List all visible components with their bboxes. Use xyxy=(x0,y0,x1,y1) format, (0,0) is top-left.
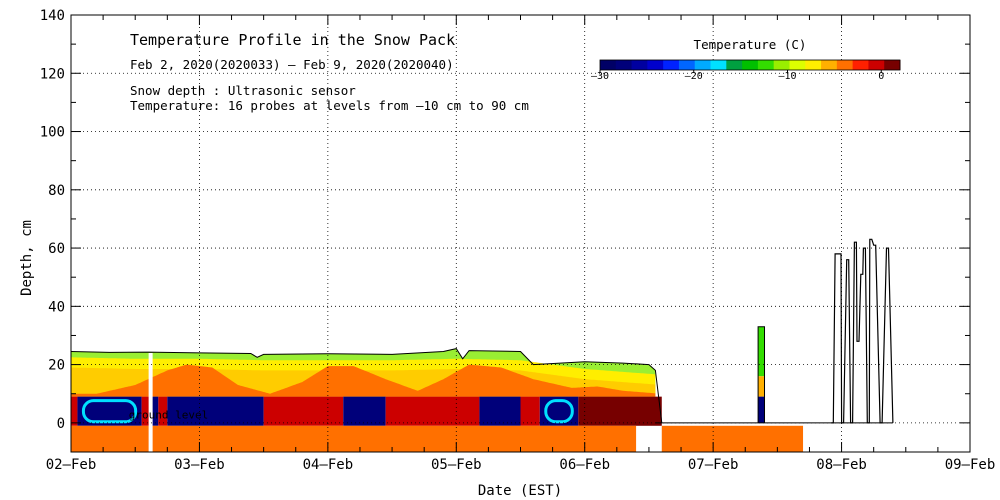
x-tick-label: 05–Feb xyxy=(431,457,482,473)
probe-segment xyxy=(520,396,540,426)
x-axis-label: Date (EST) xyxy=(478,483,562,499)
colorbar-swatch xyxy=(757,60,775,70)
x-tick-label: 03–Feb xyxy=(174,457,225,473)
y-tick-label: 80 xyxy=(48,183,65,199)
snow-warm-layer xyxy=(71,364,656,397)
chart-subtitle: Feb 2, 2020(2020033) – Feb 9, 2020(20200… xyxy=(130,57,454,72)
probe-segment xyxy=(479,396,521,426)
storm-spike-base xyxy=(758,396,765,423)
probe-segment xyxy=(578,396,662,426)
colorbar-swatch xyxy=(678,60,696,70)
note-temperature: Temperature: 16 probes at levels from –1… xyxy=(130,98,529,113)
storm-spike-mid xyxy=(758,376,765,397)
x-tick-label: 02–Feb xyxy=(46,457,97,473)
x-tick-label: 06–Feb xyxy=(559,457,610,473)
x-tick-label: 09–Feb xyxy=(945,457,996,473)
probe-segment xyxy=(158,396,168,426)
colorbar-swatch xyxy=(884,60,901,70)
y-tick-label: 140 xyxy=(40,8,65,24)
colorbar-swatch xyxy=(852,60,869,70)
colorbar-swatch xyxy=(789,60,806,70)
colorbar-swatch xyxy=(663,60,680,70)
probe-segment xyxy=(141,396,151,426)
data-layer: ground level xyxy=(70,238,894,452)
y-tick-label: 0 xyxy=(57,416,65,432)
grid-layer xyxy=(71,15,970,452)
soil-segment xyxy=(661,425,804,452)
probe-segment xyxy=(71,396,78,426)
colorbar-swatch xyxy=(836,60,854,70)
colorbar-swatch xyxy=(868,60,885,70)
data-gap xyxy=(148,352,153,452)
chart-title: Temperature Profile in the Snow Pack xyxy=(130,31,455,49)
colorbar-swatch xyxy=(805,60,822,70)
colorbar-tick-label: –20 xyxy=(685,71,703,82)
colorbar-swatch xyxy=(615,60,633,70)
colorbar-swatch xyxy=(600,60,617,70)
probe-segment-edge xyxy=(81,399,138,424)
ground-level-label: ground level xyxy=(129,408,208,421)
y-tick-label: 40 xyxy=(48,299,65,315)
y-tick-label: 100 xyxy=(40,125,65,141)
note-snow-depth: Snow depth : Ultrasonic sensor xyxy=(130,83,356,98)
colorbar-tick-label: –10 xyxy=(778,71,796,82)
colorbar-swatch xyxy=(694,60,712,70)
depth-spikes-line xyxy=(831,238,894,424)
x-tick-label: 07–Feb xyxy=(688,457,739,473)
probe-segment xyxy=(167,396,264,426)
colorbar-swatch xyxy=(742,60,759,70)
probe-segment xyxy=(343,396,386,426)
colorbar-tick-label: 0 xyxy=(878,71,884,82)
colorbar-swatch xyxy=(631,60,648,70)
y-tick-label: 120 xyxy=(40,66,65,82)
y-tick-label: 20 xyxy=(48,358,65,374)
colorbar-frame xyxy=(599,59,901,71)
ticks-layer: 02–Feb 03–Feb 04–Feb 05–Feb 06–Feb 07–Feb 08–F… xyxy=(40,8,996,473)
colorbar-swatch xyxy=(710,60,727,70)
x-tick-label: 08–Feb xyxy=(816,457,867,473)
snow-depth-line xyxy=(70,348,663,423)
probe-segment-edge xyxy=(544,399,574,424)
probe-segment xyxy=(150,396,159,426)
storm-spike-top xyxy=(758,326,765,377)
colorbar-title: Temperature (C) xyxy=(694,37,807,52)
y-axis-label: Depth, cm xyxy=(19,220,35,296)
storm-spike-outline xyxy=(757,326,766,423)
colorbar-swatch xyxy=(647,60,664,70)
y-tick-label: 60 xyxy=(48,241,65,257)
x-tick-label: 04–Feb xyxy=(303,457,354,473)
colorbar-swatch xyxy=(773,60,790,70)
colorbar-swatch xyxy=(726,60,743,70)
probe-segment xyxy=(385,396,480,426)
colorbar-swatch xyxy=(821,60,838,70)
probe-segment xyxy=(263,396,344,426)
colorbar-tick-label: –30 xyxy=(591,71,609,82)
annotations-layer: Temperature Profile in the Snow Pack Feb… xyxy=(19,31,806,499)
colorbar: –30 –20 –10 0 xyxy=(591,59,901,82)
soil-segment xyxy=(71,425,637,452)
